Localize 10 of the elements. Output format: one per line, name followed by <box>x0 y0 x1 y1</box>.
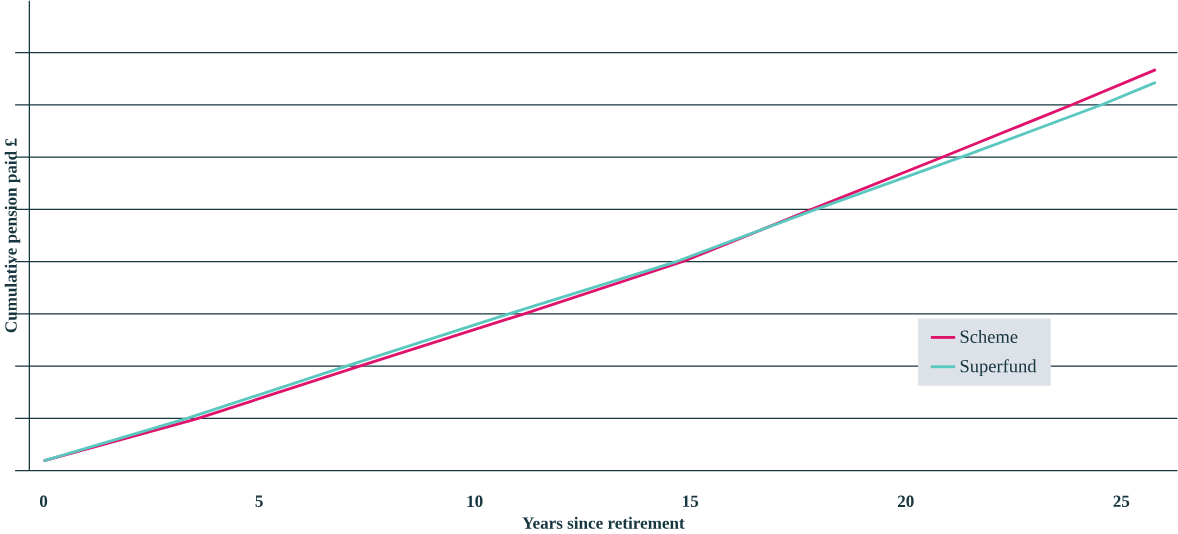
legend-label: Superfund <box>960 359 1037 377</box>
legend-label: Scheme <box>960 330 1018 344</box>
y-axis-title: Cumulative pension paid £ <box>4 138 21 333</box>
x-tick-label: 15 <box>683 495 699 508</box>
x-tick-label: 20 <box>897 495 914 508</box>
x-axis-title: Years since retirement <box>522 517 685 530</box>
x-tick-label: 10 <box>467 495 483 508</box>
x-tick-label: 0 <box>39 495 48 508</box>
x-tick-label: 5 <box>255 495 263 508</box>
x-tick-label: 25 <box>1113 495 1130 508</box>
